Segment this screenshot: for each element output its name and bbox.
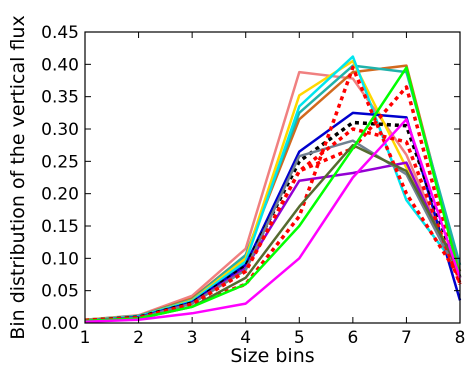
plot-frame bbox=[84, 31, 461, 324]
x-tick-label: 1 bbox=[80, 328, 91, 348]
x-axis-label: Size bins bbox=[230, 345, 314, 367]
x-tick-label: 8 bbox=[455, 328, 466, 348]
x-tick-label: 4 bbox=[240, 328, 251, 348]
x-tick-label: 5 bbox=[294, 328, 305, 348]
y-tick-label: 0.10 bbox=[41, 249, 79, 269]
series-line-10 bbox=[84, 65, 462, 323]
y-tick-label: 0.25 bbox=[41, 152, 79, 172]
series-line-12 bbox=[84, 85, 462, 323]
series-line-15 bbox=[84, 118, 462, 323]
x-tick-label: 3 bbox=[187, 328, 198, 348]
series-line-14 bbox=[84, 66, 462, 323]
y-tick-label: 0.00 bbox=[41, 314, 79, 334]
plot-lines bbox=[84, 55, 462, 323]
y-tick-label: 0.05 bbox=[41, 282, 79, 302]
x-tick-label: 7 bbox=[401, 328, 412, 348]
axis-ticks: 1 2 3 4 5 6 7 8 0.00 0.05 0.10 0.15 0.20 0.25 0.30 0.35… bbox=[41, 23, 465, 348]
y-tick-label: 0.30 bbox=[41, 120, 79, 140]
y-tick-label: 0.40 bbox=[41, 55, 79, 75]
series-line-6 bbox=[84, 111, 462, 322]
y-axis-label: Bin distribution of the vertical flux bbox=[7, 15, 29, 339]
y-tick-label: 0.15 bbox=[41, 217, 79, 237]
y-tick-label: 0.35 bbox=[41, 88, 79, 108]
series-line-9 bbox=[84, 139, 462, 322]
y-tick-label: 0.45 bbox=[41, 23, 79, 43]
x-tick-label: 2 bbox=[133, 328, 144, 348]
x-tick-label: 6 bbox=[347, 328, 358, 348]
y-tick-label: 0.20 bbox=[41, 185, 79, 205]
